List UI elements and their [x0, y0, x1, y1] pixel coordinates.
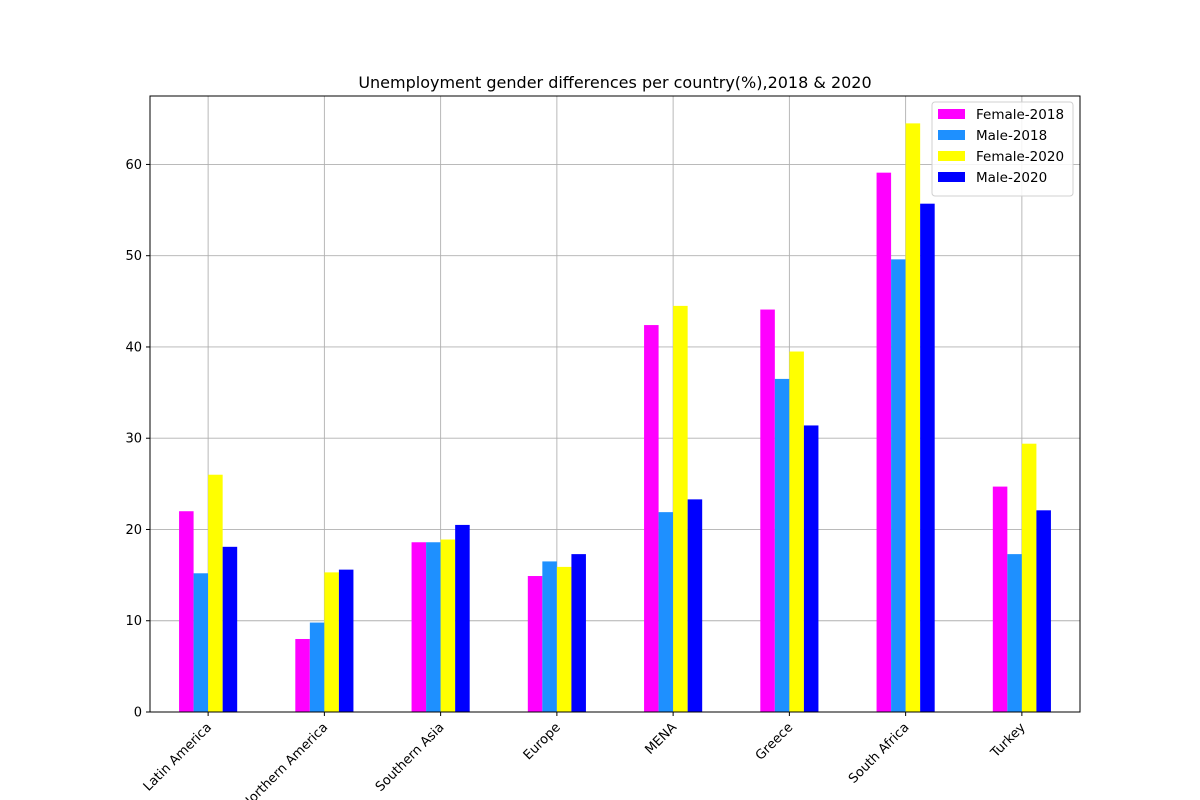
bar-female-2020	[1021, 443, 1037, 712]
bar-male-2020	[803, 425, 819, 712]
bar-female-2020	[556, 566, 572, 712]
bar-female-2020	[440, 539, 456, 712]
bar-female-2018	[295, 638, 310, 712]
bar-male-2018	[193, 573, 209, 712]
bar-male-2020	[920, 203, 935, 713]
bar-female-2018	[527, 576, 543, 712]
bar-female-2020	[324, 572, 339, 712]
bars	[179, 123, 1051, 713]
legend-label: Male-2018	[976, 128, 1047, 144]
legend-label: Female-2020	[976, 149, 1064, 165]
bar-male-2018	[426, 542, 441, 712]
bar-male-2018	[774, 378, 790, 712]
legend-label: Female-2018	[976, 107, 1064, 123]
bar-female-2020	[673, 305, 688, 712]
chart-title: Unemployment gender differences per coun…	[358, 73, 871, 92]
y-tick-label: 10	[125, 614, 142, 629]
bar-male-2020	[338, 569, 354, 712]
bar-male-2020	[1036, 510, 1051, 712]
legend-box	[931, 101, 1074, 197]
y-tick-label: 50	[125, 249, 142, 264]
bar-female-2018	[644, 325, 659, 712]
y-tick-label: 40	[125, 340, 142, 355]
bar-male-2018	[891, 259, 906, 712]
y-tick-label: 30	[125, 432, 142, 447]
y-tick-label: 20	[125, 523, 142, 538]
bar-male-2018	[309, 622, 325, 712]
legend-label: Male-2020	[976, 170, 1047, 186]
bar-female-2020	[905, 123, 921, 712]
legend-swatch	[938, 172, 965, 182]
bar-female-2018	[992, 486, 1008, 712]
bar-male-2018	[1007, 554, 1022, 712]
legend: Female-2018 Male-2018 Female-2020 Male-2020	[931, 101, 1074, 197]
bar-male-2018	[658, 512, 674, 712]
bar-female-2018	[876, 172, 892, 712]
bar-female-2018	[179, 511, 194, 712]
bar-female-2018	[760, 309, 775, 712]
legend-swatch	[938, 130, 965, 140]
legend-swatch	[938, 109, 965, 119]
plot-area-frame	[149, 95, 1081, 713]
bar-male-2020	[222, 546, 238, 712]
bar-male-2020	[687, 499, 703, 712]
bar-female-2018	[411, 542, 427, 712]
bar-male-2020	[455, 524, 470, 712]
legend-swatch	[938, 151, 965, 161]
bar-female-2020	[208, 474, 223, 712]
bar-male-2020	[571, 554, 586, 712]
bar-male-2018	[542, 561, 557, 712]
y-tick-label: 60	[125, 158, 142, 173]
bar-female-2020	[789, 351, 804, 712]
y-tick-label: 0	[134, 706, 142, 721]
